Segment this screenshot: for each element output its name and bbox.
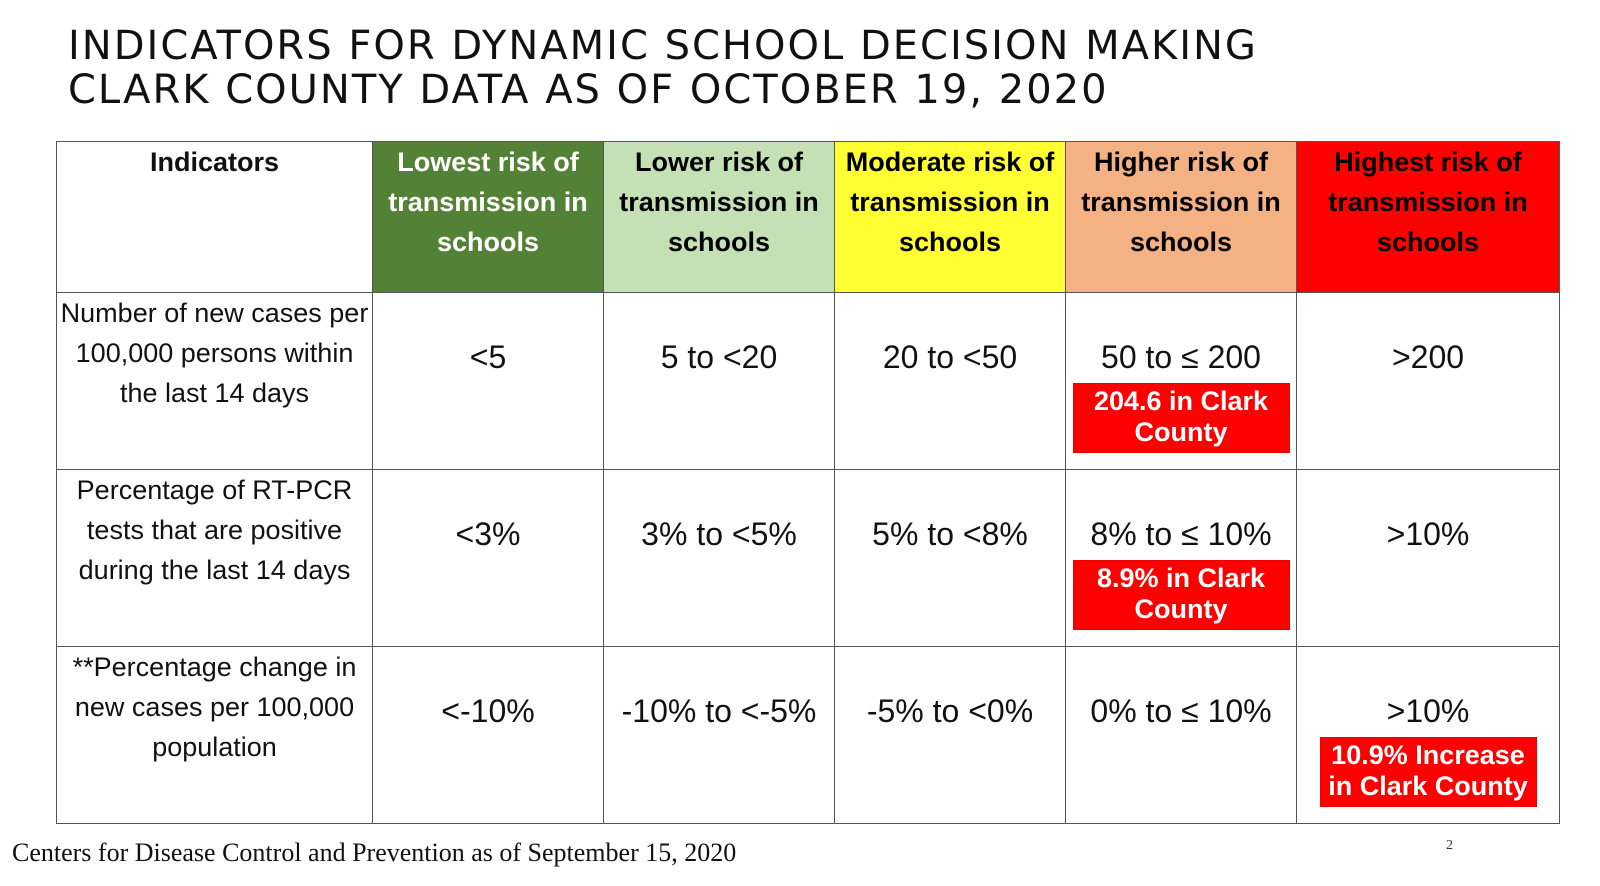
- cell-value: >10%: [1386, 693, 1470, 729]
- slide-title: INDICATORS FOR DYNAMIC SCHOOL DECISION M…: [68, 24, 1258, 112]
- table-cell: -10% to <-5%: [603, 646, 835, 824]
- header-higher-risk: Higher risk of transmission in schools: [1065, 141, 1297, 293]
- header-moderate-risk: Moderate risk of transmission in schools: [834, 141, 1066, 293]
- table-row-new-cases: Number of new cases per 100,000 persons …: [56, 292, 1560, 470]
- table-header-row: Indicators Lowest risk of transmission i…: [56, 141, 1560, 293]
- cell-value: 3% to <5%: [641, 516, 797, 552]
- clark-county-badge: 8.9% in Clark County: [1072, 560, 1290, 630]
- table-row-percentage-change: **Percentage change in new cases per 100…: [56, 646, 1560, 824]
- table-cell: <-10%: [372, 646, 604, 824]
- cell-value: -10% to <-5%: [621, 693, 817, 729]
- clark-county-badge: 204.6 in Clark County: [1072, 383, 1290, 453]
- cell-value: <-10%: [441, 693, 535, 729]
- cell-value: <3%: [455, 516, 521, 552]
- cell-value: -5% to <0%: [866, 693, 1034, 729]
- header-indicators: Indicators: [56, 141, 373, 293]
- indicators-table: Indicators Lowest risk of transmission i…: [56, 141, 1560, 824]
- cell-value: 0% to ≤ 10%: [1090, 693, 1272, 729]
- table-cell: >10% 10.9% Increase in Clark County: [1296, 646, 1560, 824]
- row-label: Percentage of RT-PCR tests that are posi…: [56, 469, 373, 647]
- header-highest-risk: Highest risk of transmission in schools: [1296, 141, 1560, 293]
- table-cell: -5% to <0%: [834, 646, 1066, 824]
- header-lower-risk: Lower risk of transmission in schools: [603, 141, 835, 293]
- cell-value: 5% to <8%: [872, 516, 1028, 552]
- table-cell: <5: [372, 292, 604, 470]
- table-cell: 8% to ≤ 10% 8.9% in Clark County: [1065, 469, 1297, 647]
- page-number: 2: [1446, 838, 1453, 853]
- table-cell: >10%: [1296, 469, 1560, 647]
- table-cell: 5 to <20: [603, 292, 835, 470]
- cell-value: 20 to <50: [882, 339, 1018, 375]
- row-label: **Percentage change in new cases per 100…: [56, 646, 373, 824]
- cell-value: 8% to ≤ 10%: [1090, 516, 1272, 552]
- cell-value: 50 to ≤ 200: [1101, 339, 1261, 375]
- row-label: Number of new cases per 100,000 persons …: [56, 292, 373, 470]
- table-cell: 20 to <50: [834, 292, 1066, 470]
- cell-value: >200: [1391, 339, 1465, 375]
- table-cell: 5% to <8%: [834, 469, 1066, 647]
- table-cell: 50 to ≤ 200 204.6 in Clark County: [1065, 292, 1297, 470]
- source-footer: Centers for Disease Control and Preventi…: [12, 838, 737, 867]
- title-line-1: INDICATORS FOR DYNAMIC SCHOOL DECISION M…: [68, 23, 1258, 69]
- table-cell: 0% to ≤ 10%: [1065, 646, 1297, 824]
- cell-value: <5: [469, 339, 507, 375]
- table-cell: 3% to <5%: [603, 469, 835, 647]
- cell-value: 5 to <20: [660, 339, 778, 375]
- table-row-positivity: Percentage of RT-PCR tests that are posi…: [56, 469, 1560, 647]
- table-cell: <3%: [372, 469, 604, 647]
- clark-county-badge: 10.9% Increase in Clark County: [1319, 737, 1537, 807]
- cell-value: >10%: [1386, 516, 1470, 552]
- title-line-2: CLARK COUNTY DATA AS OF OCTOBER 19, 2020: [68, 67, 1109, 113]
- header-lowest-risk: Lowest risk of transmission in schools: [372, 141, 604, 293]
- table-cell: >200: [1296, 292, 1560, 470]
